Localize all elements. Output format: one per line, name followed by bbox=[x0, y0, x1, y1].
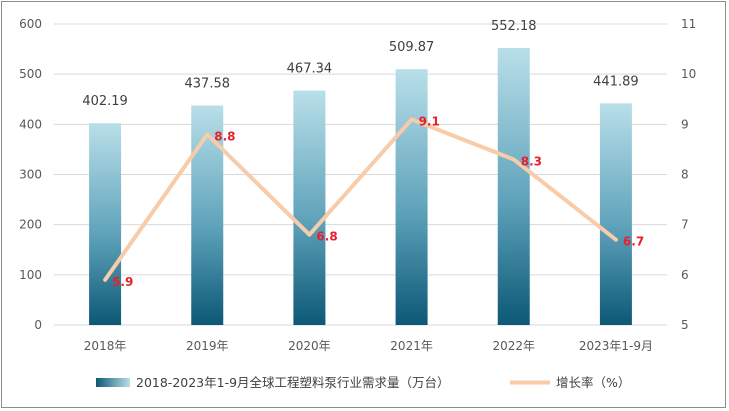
right-tick-label: 10 bbox=[681, 67, 696, 81]
line-value-label: 8.3 bbox=[521, 154, 542, 168]
x-tick-label: 2020年 bbox=[288, 339, 331, 353]
left-tick-label: 100 bbox=[19, 268, 42, 282]
right-tick-label: 7 bbox=[681, 218, 689, 232]
left-tick-label: 600 bbox=[19, 17, 42, 31]
growth-rate-line bbox=[103, 117, 618, 282]
bar bbox=[395, 69, 428, 326]
left-tick-label: 400 bbox=[19, 117, 42, 131]
bar-value-label: 467.34 bbox=[287, 62, 333, 77]
data-labels: 402.19 437.58 467.34 509.87 552.18 441.89 5.9 8… bbox=[82, 19, 644, 289]
bar-value-label: 437.58 bbox=[185, 76, 231, 91]
bar-series bbox=[89, 47, 632, 326]
line-value-label: 6.7 bbox=[623, 235, 644, 249]
legend-line-label: 增长率（%） bbox=[556, 375, 630, 390]
legend-bar-swatch bbox=[96, 378, 130, 387]
right-tick-label: 5 bbox=[681, 318, 689, 332]
line-value-label: 5.9 bbox=[112, 275, 133, 289]
x-tick-label: 2022年 bbox=[492, 339, 535, 353]
left-axis: 0 100 200 300 400 500 600 bbox=[19, 17, 42, 332]
bar bbox=[293, 90, 326, 325]
x-tick-label: 2023年1-9月 bbox=[579, 339, 653, 353]
right-tick-label: 9 bbox=[681, 117, 689, 131]
bar-value-label: 509.87 bbox=[389, 40, 435, 55]
x-tick-label: 2018年 bbox=[84, 339, 127, 353]
left-tick-label: 300 bbox=[19, 168, 42, 182]
bar-value-label: 441.89 bbox=[593, 74, 639, 89]
x-axis: 2018年 2019年 2020年 2021年 2022年 2023年1-9月 bbox=[84, 339, 653, 353]
bar-value-label: 402.19 bbox=[82, 94, 128, 109]
bar bbox=[599, 103, 632, 326]
gridlines bbox=[54, 23, 667, 326]
bar bbox=[497, 47, 530, 326]
left-tick-label: 500 bbox=[19, 67, 42, 81]
right-tick-label: 8 bbox=[681, 168, 689, 182]
legend: 2018-2023年1-9月全球工程塑料泵行业需求量（万台） 增长率（%） bbox=[96, 375, 630, 390]
line-value-label: 9.1 bbox=[419, 114, 440, 128]
x-tick-label: 2019年 bbox=[186, 339, 229, 353]
x-tick-label: 2021年 bbox=[390, 339, 433, 353]
right-tick-label: 11 bbox=[681, 17, 696, 31]
bar bbox=[89, 123, 122, 325]
right-axis: 5 6 7 8 9 10 11 bbox=[681, 17, 696, 332]
bar-value-label: 552.18 bbox=[491, 19, 537, 34]
legend-bar-label: 2018-2023年1-9月全球工程塑料泵行业需求量（万台） bbox=[136, 375, 450, 390]
right-tick-label: 6 bbox=[681, 268, 689, 282]
line-series bbox=[103, 117, 618, 282]
left-tick-label: 200 bbox=[19, 218, 42, 232]
line-value-label: 8.8 bbox=[214, 129, 235, 143]
line-value-label: 6.8 bbox=[316, 230, 337, 244]
left-tick-label: 0 bbox=[34, 318, 42, 332]
